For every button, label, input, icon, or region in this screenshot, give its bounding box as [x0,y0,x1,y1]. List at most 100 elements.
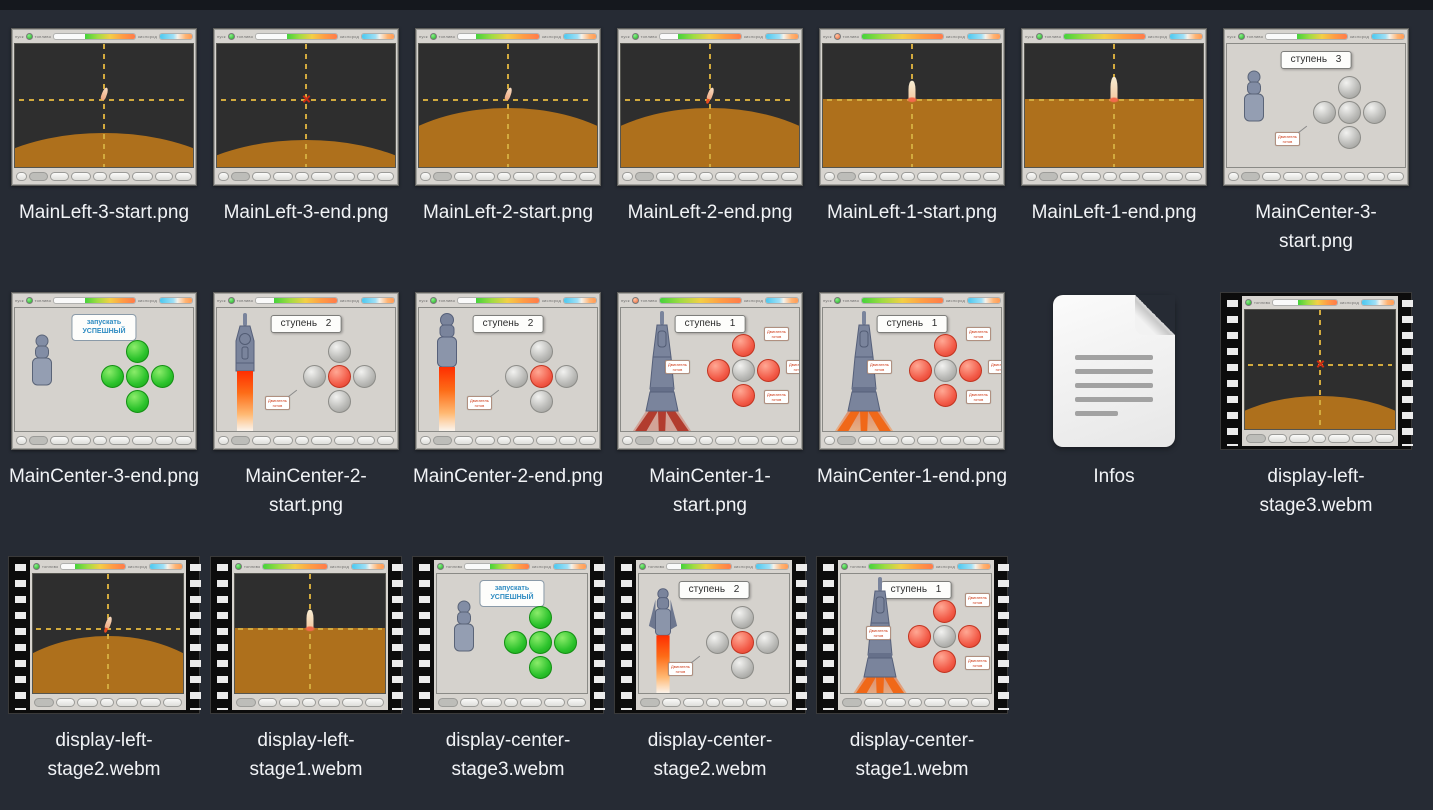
engine-dot [732,359,755,382]
rocket-stage3-icon [451,600,477,654]
file-item-mainleft-3-start[interactable]: пуск топливо кислород MainLeft-3-start.p… [3,24,205,256]
engine-dot [328,365,351,388]
engine-dot [529,631,552,654]
file-name: display-left-stage2.webm [47,730,161,780]
mini-button-pill [140,698,161,707]
fuel-label: топливо [640,34,658,39]
stage-label: ступень 2 [270,315,342,333]
file-item-maincenter-3-start[interactable]: пуск топливо кислород ступень 3 [1215,24,1417,256]
file-item-maincenter-1-end[interactable]: пуск топливо кислород ступень 1 [811,288,1013,520]
mini-button-pill [1352,434,1373,443]
fuel-label: топливо [1044,34,1062,39]
file-item-mainleft-1-start[interactable]: пуск топливо кислород MainLeft-1-start.p… [811,24,1013,256]
mini-button-pill [365,698,384,707]
oxygen-label: кислород [542,298,561,303]
mini-button-pill [108,436,131,445]
text-line [1075,383,1153,388]
gauge-bar: пуск топливо кислород [14,295,194,306]
stage-label: ступень 2 [472,315,544,333]
file-name: display-left-stage3.webm [1259,466,1373,516]
file-thumbnail: пуск топливо кислород запускать УСПЕШНЫЙ [11,288,197,454]
file-item-maincenter-2-end[interactable]: пуск топливо кислород ступень 2 [407,288,609,520]
oxygen-label: кислород [1340,300,1359,305]
engine-dot [1313,101,1336,124]
film-perforations [994,560,1013,710]
file-name: MainCenter-1-end.png [816,466,1008,487]
oxygen-gauge [159,297,193,304]
film-perforations [415,560,434,710]
stage-label: ступень 3 [1280,51,1352,69]
oxygen-gauge [563,297,597,304]
sky-view [14,43,194,168]
sky-view [1244,309,1396,430]
mini-button-pill [683,698,704,707]
mini-button-pill [50,436,69,445]
file-thumbnail [1053,288,1175,454]
mini-button-pill [318,698,340,707]
fuel-label: топливо [648,564,665,569]
stage-view: запускать УСПЕШНЫЙ [436,573,588,694]
mini-button-pill [1366,172,1386,181]
mini-button-pill [885,698,906,707]
file-thumbnail: пуск топливо кислород [617,24,803,190]
oxygen-label: кислород [1350,34,1369,39]
file-item-display-center-stage2[interactable]: топливо кислород ступень 2 [609,552,811,784]
mini-button-pill [154,172,174,181]
mini-button-pill [454,172,473,181]
mini-button-pill [558,172,578,181]
mini-button-pill [93,436,107,445]
mini-button-pill [824,172,835,181]
mini-button-pill [93,172,107,181]
oxygen-label: кислород [1148,34,1167,39]
ready-label: пуск [621,34,630,39]
mini-button-pill [252,172,271,181]
file-item-mainleft-3-end[interactable]: пуск топливо кислород MainLeft-3-end.png [205,24,407,256]
engine-dot [933,650,956,673]
engine-dots: Двигатель готов [668,606,780,680]
fuel-label: топливо [438,298,456,303]
engine-dot [151,365,174,388]
sim-window-thumb: пуск топливо кислород [213,28,399,186]
mini-button-pill [454,436,473,445]
file-thumbnail: пуск топливо кислород ступень 2 [213,288,399,454]
file-item-display-left-stage2[interactable]: топливо кислород display-left-st [3,552,205,784]
file-item-maincenter-3-end[interactable]: пуск топливо кислород запускать УСПЕШНЫЙ [3,288,205,520]
mini-button-pill [1026,172,1037,181]
file-item-maincenter-1-start[interactable]: пуск топливо кислород ступень 1 [609,288,811,520]
film-strip: топливо кислород ступень 2 [614,556,811,714]
file-item-infos[interactable]: Infos [1013,288,1215,520]
film-perforations [213,560,232,710]
status-led-icon [841,563,848,570]
oxygen-gauge [957,563,991,570]
sim-window-thumb: пуск топливо кислород ступень 1 [617,292,803,450]
file-item-mainleft-2-start[interactable]: пуск топливо кислород MainLeft-2-start.p… [407,24,609,256]
file-item-mainleft-2-end[interactable]: пуск топливо кислород MainLeft-2-end.png [609,24,811,256]
oxygen-label: кислород [734,564,753,569]
oxygen-gauge [765,297,799,304]
mini-toolbar [418,169,598,183]
engine-dot [731,631,754,654]
mini-button-pill [175,436,192,445]
mini-toolbar [840,695,992,709]
mini-button-pill [1312,434,1326,443]
sky-view [822,43,1002,168]
mini-button-pill [1060,172,1079,181]
file-item-mainleft-1-end[interactable]: пуск топливо кислород MainLeft-1-end.png [1013,24,1215,256]
gauge-bar: пуск топливо кислород [822,295,1002,306]
oxygen-gauge [553,563,587,570]
file-item-maincenter-2-start[interactable]: пуск топливо кислород ступень 2 [205,288,407,520]
file-item-display-center-stage1[interactable]: топливо кислород ступень 1 [811,552,1013,784]
mini-button-pill [420,436,431,445]
file-name: MainLeft-3-start.png [18,202,190,223]
engine-dot [505,365,528,388]
text-line [1075,355,1153,360]
oxygen-label: кислород [744,298,763,303]
ready-label: пуск [621,298,630,303]
file-item-display-left-stage1[interactable]: топливо кислород display-left-st [205,552,407,784]
mini-button-pill [1142,172,1163,181]
rocket-marker-icon [1108,77,1120,104]
sim-window-thumb: пуск топливо кислород [819,28,1005,186]
file-item-display-center-stage3[interactable]: топливо кислород запускать УСПЕШНЫЙ [407,552,609,784]
file-item-display-left-stage3[interactable]: топливо кислород display-left-st [1215,288,1417,520]
